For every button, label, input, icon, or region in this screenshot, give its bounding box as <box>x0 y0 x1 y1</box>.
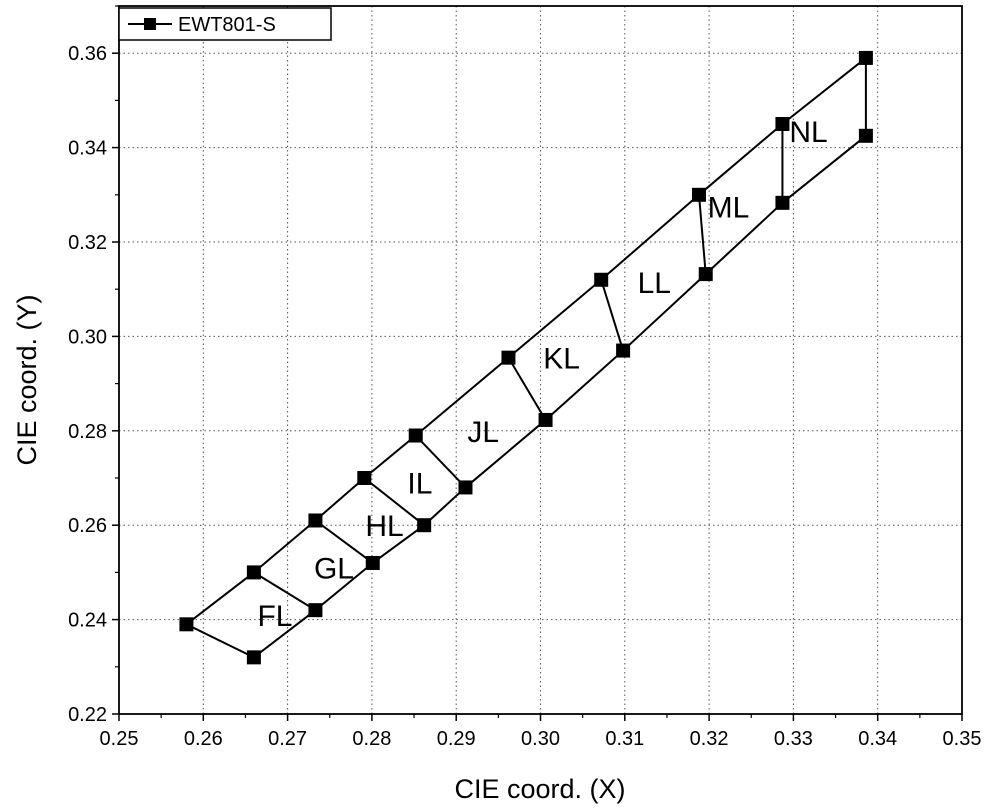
data-points <box>179 50 873 665</box>
boundary-segment <box>507 357 547 421</box>
data-point <box>308 603 323 618</box>
x-tick-label: 0.33 <box>774 728 813 750</box>
axes: 0.25 0.26 0.27 0.28 0.29 0.30 0.31 0.32 0.33 0.34… <box>68 5 982 750</box>
y-axis-title: CIE coord. (Y) <box>12 294 42 465</box>
y-tick-label: 0.36 <box>68 43 107 65</box>
y-tick-label: 0.28 <box>68 421 107 443</box>
data-point <box>458 480 473 495</box>
data-point <box>417 518 432 533</box>
x-axis-title: CIE coord. (X) <box>454 774 625 804</box>
data-point <box>501 350 516 365</box>
y-tick-label: 0.32 <box>68 232 107 254</box>
boundary-segment <box>253 571 316 612</box>
bin-label: GL <box>314 553 354 586</box>
data-point <box>357 471 372 485</box>
data-point <box>179 617 194 632</box>
legend-marker <box>144 18 156 30</box>
boundary-segment <box>253 519 317 574</box>
bin-label: NL <box>789 116 827 149</box>
legend-entry: EWT801-S <box>178 14 276 36</box>
y-tick-label: 0.22 <box>68 704 107 726</box>
boundary-segment <box>507 278 602 359</box>
boundary-segment <box>464 419 547 489</box>
boundary-segment <box>622 273 707 352</box>
boundary-segment <box>698 123 784 196</box>
grid <box>119 6 962 714</box>
x-tick-label: 0.34 <box>858 728 897 750</box>
data-point <box>308 513 323 528</box>
boundary-segment <box>697 194 707 275</box>
bin-label: FL <box>257 600 292 633</box>
x-tick-label: 0.35 <box>943 728 982 750</box>
x-tick-label: 0.30 <box>521 728 560 750</box>
data-point <box>246 650 261 665</box>
x-tick-label: 0.28 <box>352 728 391 750</box>
data-point <box>246 565 261 580</box>
data-point <box>858 50 873 65</box>
bin-label: LL <box>638 267 671 300</box>
data-point <box>775 195 790 210</box>
x-tick-label: 0.25 <box>100 728 139 750</box>
boundary-segment <box>781 135 867 204</box>
data-point <box>538 412 553 427</box>
bin-label: JL <box>467 416 499 449</box>
bin-label: ML <box>708 192 750 225</box>
boundary-segment <box>705 202 784 275</box>
boundary-segment <box>415 356 510 437</box>
data-point <box>594 272 609 287</box>
y-tick-label: 0.26 <box>68 515 107 537</box>
plot-frame <box>118 5 963 715</box>
data-point <box>408 428 423 443</box>
data-point <box>691 187 706 202</box>
boundary-segment <box>363 434 417 479</box>
boundary-segment <box>186 623 255 659</box>
data-point <box>698 267 713 282</box>
data-point <box>775 117 790 131</box>
boundary-segment <box>185 571 255 626</box>
x-tick-label: 0.27 <box>268 728 307 750</box>
boundary-segment <box>600 279 625 351</box>
x-tick-label: 0.29 <box>437 728 476 750</box>
boundary-segment <box>372 524 425 564</box>
bin-label: KL <box>543 343 580 376</box>
boundary-segment <box>781 57 867 125</box>
boundary-segment <box>314 519 374 564</box>
data-point <box>858 128 873 143</box>
legend: EWT801-S <box>118 7 332 41</box>
boundary-segment <box>363 477 425 526</box>
boundary-segment <box>415 434 467 489</box>
x-tick-label: 0.31 <box>605 728 644 750</box>
y-tick-label: 0.34 <box>68 138 107 160</box>
bin-label: HL <box>365 510 403 543</box>
bin-label: IL <box>407 468 432 501</box>
boundary-segment <box>600 194 700 281</box>
boundary-segment <box>544 349 624 421</box>
boundary-segment <box>314 477 365 522</box>
y-tick-label: 0.24 <box>68 610 107 632</box>
data-point <box>616 343 631 358</box>
data-point <box>365 555 380 570</box>
x-tick-label: 0.26 <box>184 728 223 750</box>
boundary-segment <box>314 562 374 611</box>
boundary-segment <box>253 609 317 659</box>
x-tick-label: 0.32 <box>690 728 729 750</box>
y-tick-label: 0.30 <box>68 326 107 348</box>
